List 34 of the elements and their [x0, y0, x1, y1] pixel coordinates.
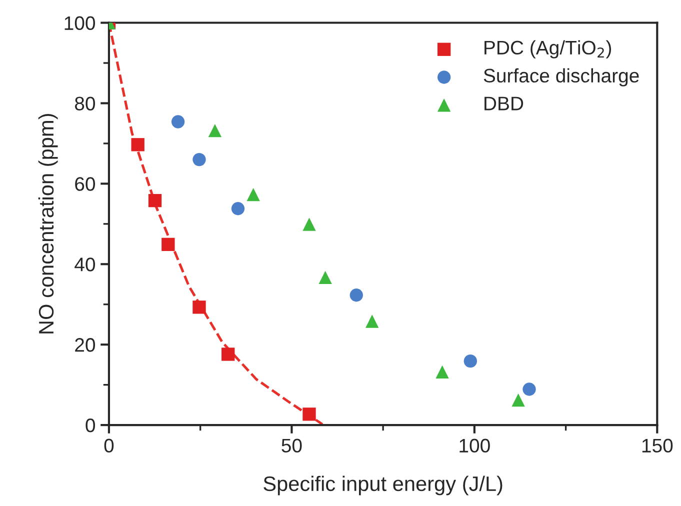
- point: [464, 354, 477, 368]
- point: [436, 365, 449, 379]
- point: [522, 382, 536, 396]
- x-tick-label: 50: [282, 438, 302, 453]
- legend-label: DBD: [484, 96, 524, 110]
- legend-label: Surface discharge: [484, 68, 639, 86]
- point: [148, 194, 162, 208]
- y-tick-label: 40: [74, 258, 96, 272]
- point: [366, 314, 379, 328]
- point: [318, 270, 332, 284]
- point: [171, 115, 185, 128]
- legend-label: PDC (Ag/TiO$_{2}$): [484, 40, 612, 58]
- point: [350, 288, 363, 302]
- point: [512, 394, 525, 407]
- x-axis-title: Specific input energy (J/L): [264, 476, 502, 496]
- point: [231, 202, 245, 216]
- x-tick-label: 100: [460, 438, 490, 453]
- point: [302, 408, 316, 421]
- x-tick-label: 0: [104, 438, 114, 453]
- y-tick-label: 100: [64, 16, 96, 30]
- x-tick-label: 150: [642, 438, 673, 453]
- point: [192, 152, 206, 166]
- y-tick-label: 60: [75, 177, 96, 191]
- y-tick-label: 0: [86, 418, 96, 432]
- point: [162, 238, 175, 252]
- point: [246, 188, 260, 202]
- point: [302, 218, 316, 231]
- point: [208, 124, 222, 138]
- point: [222, 348, 235, 361]
- y-axis-title: NO concentration (ppm): [38, 114, 58, 334]
- point: [192, 300, 206, 314]
- y-tick-label: 20: [75, 338, 96, 352]
- y-tick-label: 80: [74, 96, 96, 110]
- point: [131, 138, 144, 152]
